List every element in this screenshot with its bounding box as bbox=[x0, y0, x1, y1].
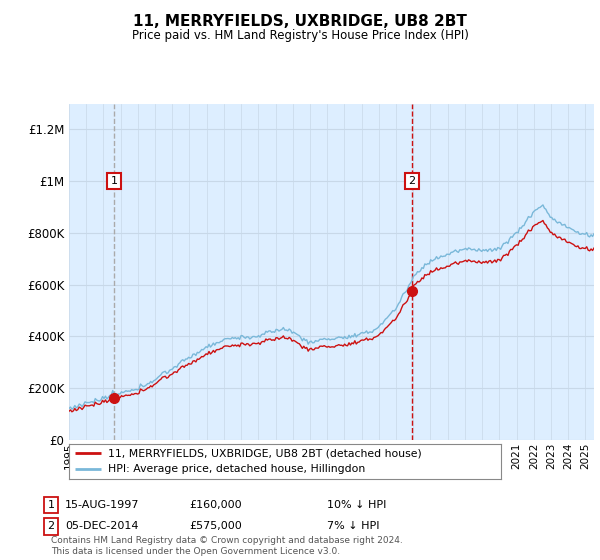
Text: 1: 1 bbox=[110, 176, 118, 186]
Text: 15-AUG-1997: 15-AUG-1997 bbox=[65, 500, 139, 510]
Text: Price paid vs. HM Land Registry's House Price Index (HPI): Price paid vs. HM Land Registry's House … bbox=[131, 29, 469, 42]
Text: £575,000: £575,000 bbox=[189, 521, 242, 531]
Text: Contains HM Land Registry data © Crown copyright and database right 2024.
This d: Contains HM Land Registry data © Crown c… bbox=[51, 536, 403, 556]
Text: 1: 1 bbox=[47, 500, 55, 510]
Text: HPI: Average price, detached house, Hillingdon: HPI: Average price, detached house, Hill… bbox=[108, 464, 365, 474]
Text: 2: 2 bbox=[47, 521, 55, 531]
Text: 11, MERRYFIELDS, UXBRIDGE, UB8 2BT (detached house): 11, MERRYFIELDS, UXBRIDGE, UB8 2BT (deta… bbox=[108, 448, 422, 458]
Text: 11, MERRYFIELDS, UXBRIDGE, UB8 2BT: 11, MERRYFIELDS, UXBRIDGE, UB8 2BT bbox=[133, 14, 467, 29]
Text: 2: 2 bbox=[409, 176, 415, 186]
Text: 7% ↓ HPI: 7% ↓ HPI bbox=[327, 521, 380, 531]
Text: 05-DEC-2014: 05-DEC-2014 bbox=[65, 521, 139, 531]
Text: 10% ↓ HPI: 10% ↓ HPI bbox=[327, 500, 386, 510]
Text: £160,000: £160,000 bbox=[189, 500, 242, 510]
